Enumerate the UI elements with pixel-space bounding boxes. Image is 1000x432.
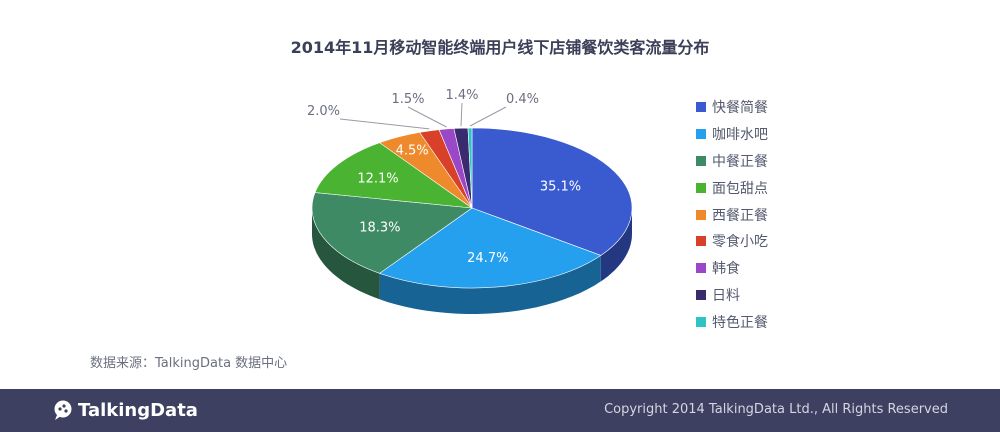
legend-item-6: 零食小吃 — [696, 228, 768, 255]
legend-item-5: 西餐正餐 — [696, 201, 768, 228]
data-label-9: 0.4% — [506, 92, 539, 107]
data-source-note: 数据来源：TalkingData 数据中心 — [90, 356, 288, 371]
pie-slice-9 — [467, 127, 473, 209]
copyright-text: Copyright 2014 TalkingData Ltd., All Rig… — [604, 402, 948, 417]
data-label-7: 1.5% — [391, 92, 424, 107]
legend-label: 咖啡水吧 — [712, 127, 768, 144]
pie-slice-4 — [314, 142, 474, 209]
legend-label: 特色正餐 — [712, 314, 768, 331]
data-label-2: 24.7% — [467, 251, 508, 266]
pie-side-walls — [312, 208, 632, 314]
pie-side-1 — [600, 208, 632, 282]
legend-item-1: 快餐简餐 — [696, 94, 768, 121]
data-label-1: 35.1% — [540, 180, 581, 195]
pie-slice-1 — [471, 127, 633, 256]
data-label-3: 18.3% — [359, 220, 400, 235]
legend-swatch — [696, 129, 706, 140]
legend-item-8: 日料 — [696, 282, 768, 309]
legend-swatch — [696, 236, 706, 247]
legend-swatch — [696, 155, 706, 166]
footer-bar: TalkingData Copyright 2014 TalkingData L… — [0, 389, 1000, 432]
legend-swatch — [696, 102, 706, 113]
leader-line-8 — [460, 102, 463, 127]
leader-line-7 — [407, 106, 447, 128]
legend-label: 零食小吃 — [712, 234, 768, 251]
pie-top-faces — [311, 127, 633, 289]
legend-swatch — [696, 316, 706, 327]
pie-side-3 — [312, 208, 380, 300]
pie-slice-3 — [311, 192, 473, 274]
legend-item-9: 特色正餐 — [696, 308, 768, 335]
talkingdata-logo-icon — [54, 400, 72, 420]
data-label-6: 2.0% — [307, 104, 340, 119]
legend-label: 日料 — [712, 287, 740, 304]
leader-line-9 — [469, 106, 507, 127]
data-label-4: 12.1% — [357, 172, 398, 187]
legend-label: 韩食 — [712, 261, 740, 278]
legend-item-2: 咖啡水吧 — [696, 121, 768, 148]
legend-swatch — [696, 182, 706, 193]
pie-side-2 — [379, 255, 601, 314]
legend-label: 面包甜点 — [712, 180, 768, 197]
pie-slice-2 — [378, 207, 602, 289]
brand-name: TalkingData — [78, 399, 198, 421]
legend-item-7: 韩食 — [696, 255, 768, 282]
data-label-8: 1.4% — [445, 88, 478, 103]
leader-line-6 — [339, 118, 430, 130]
legend-label: 快餐简餐 — [712, 100, 768, 117]
brand-logo: TalkingData — [52, 399, 198, 421]
legend-item-4: 面包甜点 — [696, 174, 768, 201]
data-label-5: 4.5% — [396, 144, 429, 159]
legend-swatch — [696, 263, 706, 274]
legend-label: 西餐正餐 — [712, 207, 768, 224]
legend-swatch — [696, 289, 706, 300]
chart-legend: 快餐简餐咖啡水吧中餐正餐面包甜点西餐正餐零食小吃韩食日料特色正餐 — [696, 94, 768, 335]
legend-label: 中餐正餐 — [712, 153, 768, 170]
legend-swatch — [696, 209, 706, 220]
chart-title: 2014年11月移动智能终端用户线下店铺餐饮类客流量分布 — [290, 38, 710, 57]
pie-data-labels: 35.1% 24.7% 18.3% 12.1% 4.5% 2.0% 1.5% 1.4% 0.4% — [307, 88, 581, 266]
legend-item-3: 中餐正餐 — [696, 148, 768, 175]
